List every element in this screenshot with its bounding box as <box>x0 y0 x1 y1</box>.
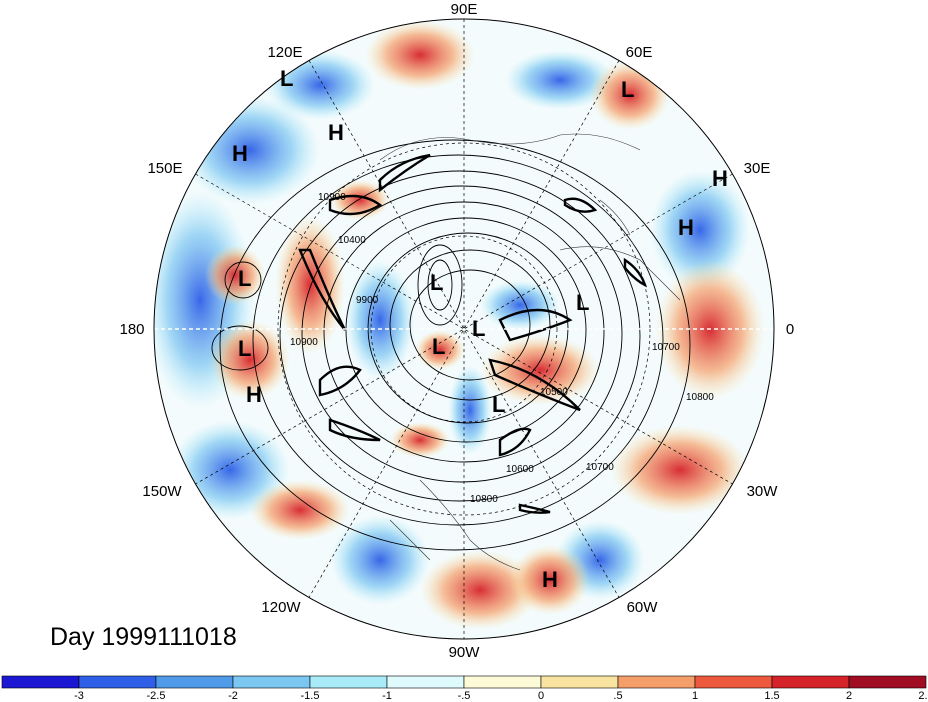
coastlines <box>379 133 681 571</box>
lon-label-60e: 60E <box>626 44 653 61</box>
day-label: Day 1999111018 <box>50 623 237 651</box>
contour-label: 10400 <box>338 235 366 246</box>
colorbar-tick-label: .5 <box>613 690 622 702</box>
colorbar-tick-label: -3 <box>74 690 84 702</box>
colorbar-tick-label: -1 <box>382 690 392 702</box>
longitude-labels: 90E 120E 60E 150E 30E 180 0 150W 30W 120… <box>119 1 794 661</box>
lon-label-0: 0 <box>786 321 794 338</box>
lon-label-120w: 120W <box>261 599 301 616</box>
lon-label-150e: 150E <box>147 160 182 177</box>
contour-label: 10800 <box>686 392 714 403</box>
contour-label: 10700 <box>652 342 680 353</box>
pressure-marker-low: L <box>472 316 485 341</box>
lon-label-90w: 90W <box>449 644 481 661</box>
colorbar-swatch <box>848 675 927 689</box>
colorbar-swatch <box>463 675 542 689</box>
lon-label-180: 180 <box>119 321 144 338</box>
lon-label-150w: 150W <box>142 483 182 500</box>
colorbar-swatch <box>386 675 465 689</box>
colorbar-tick-label: -1.5 <box>301 690 320 702</box>
colorbar-tick-label: -2.5 <box>147 690 166 702</box>
colorbar-tick-label: -2 <box>228 690 238 702</box>
pressure-marker-low: L <box>432 334 445 359</box>
colorbar-tick-label: -.5 <box>458 690 471 702</box>
colorbar-swatch <box>309 675 388 689</box>
lon-label-120e: 120E <box>267 44 302 61</box>
lon-label-30e: 30E <box>744 160 771 177</box>
pressure-marker-high: H <box>232 141 248 166</box>
contour-label: 10700 <box>586 462 614 473</box>
lon-label-30w: 30W <box>747 483 779 500</box>
contour-label: 9900 <box>356 295 379 306</box>
colorbar-tick-label: 1.5 <box>764 690 779 702</box>
colorbar-swatch <box>155 675 234 689</box>
colorbar-tick-label: 0 <box>538 690 544 702</box>
pressure-marker-low: L <box>576 290 589 315</box>
pressure-marker-low: L <box>430 270 443 295</box>
colorbar-swatch <box>1 675 80 689</box>
contour-label: 10800 <box>470 494 498 505</box>
contour-label: 10900 <box>290 337 318 348</box>
lon-label-90e: 90E <box>451 1 478 18</box>
colorbar-swatch <box>694 675 773 689</box>
colorbar-swatch <box>617 675 696 689</box>
pressure-marker-low: L <box>280 66 293 91</box>
contour-label: 10600 <box>506 464 534 475</box>
lon-label-60w: 60W <box>627 599 659 616</box>
colorbar-swatch <box>540 675 619 689</box>
colorbar-tick-label: 1 <box>692 690 698 702</box>
pressure-marker-high: H <box>246 382 262 407</box>
graticule <box>154 19 774 639</box>
pressure-marker-low: L <box>621 77 634 102</box>
colorbar-tick-label: 2.5 <box>918 690 928 702</box>
pressure-marker-low: L <box>492 392 505 417</box>
colorbar-swatch <box>771 675 850 689</box>
map-disc <box>154 19 774 639</box>
colorbar-tick-label: 2 <box>846 690 852 702</box>
colorbar-swatch <box>232 675 311 689</box>
pressure-marker-high: H <box>712 166 728 191</box>
pressure-marker-low: L <box>238 336 251 361</box>
pressure-marker-low: L <box>238 266 251 291</box>
colorbar-swatch <box>78 675 157 689</box>
contour-labels: 10900 10400 9900 10900 10700 10800 10500… <box>290 192 714 505</box>
contour-label: 10900 <box>318 192 346 203</box>
pressure-markers: L H H L H H L L L L L L H L H <box>232 66 728 592</box>
colorbar: -3-2.5-2-1.5-1-.50.511.522.53 <box>1 675 928 702</box>
pressure-marker-high: H <box>678 215 694 240</box>
contour-label: 10500 <box>540 387 568 398</box>
pressure-marker-high: H <box>542 567 558 592</box>
map-border <box>153 18 775 640</box>
pressure-marker-high: H <box>328 120 344 145</box>
